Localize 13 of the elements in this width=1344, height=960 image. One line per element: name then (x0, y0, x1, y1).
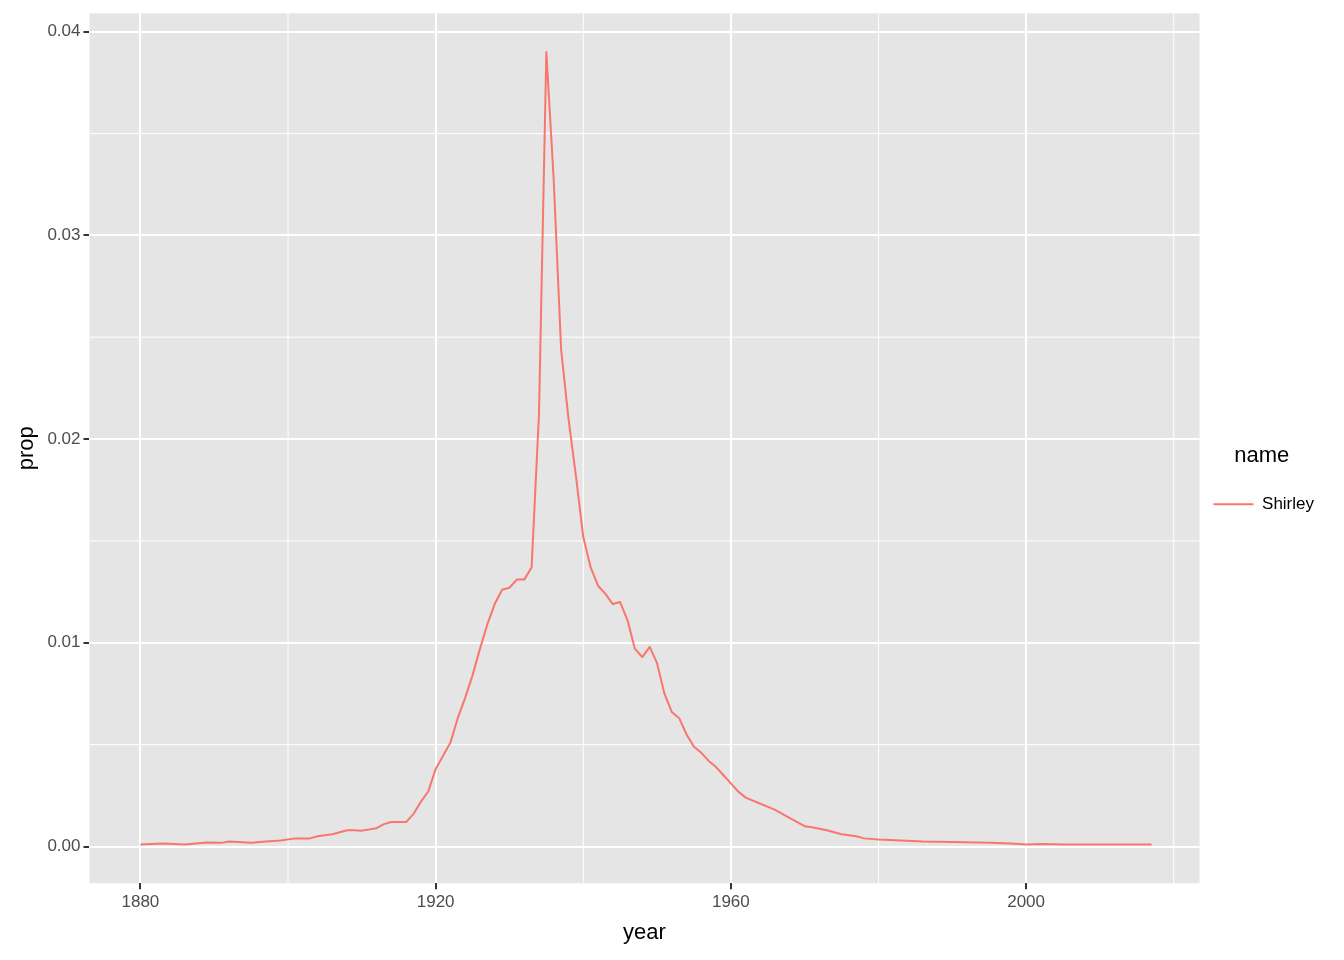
y-tick-label: 0.03 (47, 224, 81, 244)
legend-title: name (1234, 442, 1290, 468)
legend-label: Shirley (1262, 493, 1315, 513)
x-axis-title: year (623, 918, 666, 944)
y-axis-title: prop (13, 426, 39, 471)
y-tick-label: 0.04 (47, 21, 81, 41)
x-tick-label: 1960 (711, 892, 750, 912)
x-tick-label: 2000 (1007, 892, 1046, 912)
y-tick-label: 0.00 (47, 836, 81, 856)
x-tick-label: 1920 (416, 892, 455, 912)
x-tick-label: 1880 (121, 892, 160, 912)
y-tick-label: 0.01 (47, 632, 81, 652)
y-tick-label: 0.02 (47, 428, 81, 448)
